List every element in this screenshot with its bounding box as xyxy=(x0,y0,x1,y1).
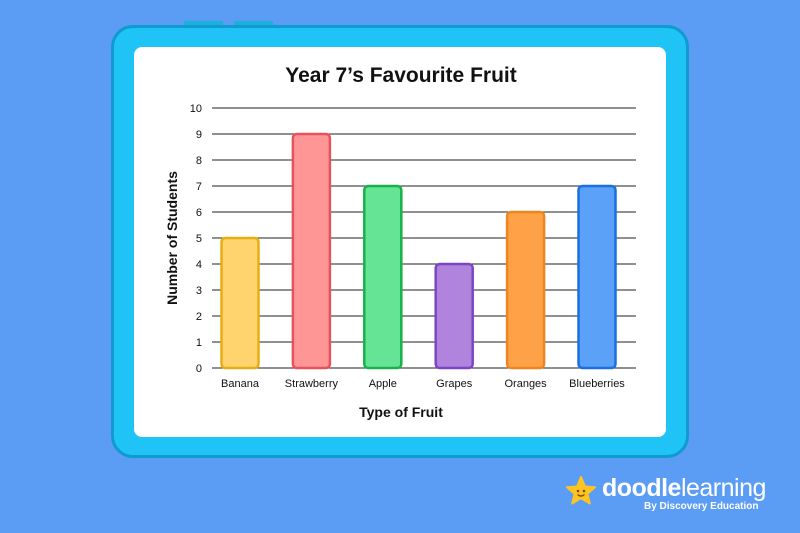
star-face-icon xyxy=(566,476,596,505)
logo-text-light: learning xyxy=(680,474,766,502)
x-tick-label: Blueberries xyxy=(569,378,625,390)
x-axis-label: Type of Fruit xyxy=(359,404,443,420)
x-tick-label: Apple xyxy=(369,378,397,390)
y-axis-label: Number of Students xyxy=(164,171,180,305)
grid-lines xyxy=(212,107,636,369)
x-tick-label: Grapes xyxy=(436,378,473,390)
logo-text-bold: doodle xyxy=(602,474,681,502)
logo-wordmark: doodlelearning xyxy=(602,474,766,503)
doodlelearning-logo: doodlelearning By Discovery Education xyxy=(566,474,776,514)
y-tick-label: 8 xyxy=(196,155,202,167)
logo-subtitle: By Discovery Education xyxy=(644,501,759,512)
y-tick-label: 6 xyxy=(196,207,202,219)
bars xyxy=(220,132,617,370)
y-tick-label: 2 xyxy=(196,311,202,323)
bar-blueberries xyxy=(577,184,617,370)
y-axis-ticks: 0 1 2 3 4 5 6 7 8 9 10 xyxy=(190,103,202,375)
x-tick-label: Strawberry xyxy=(285,378,339,390)
x-axis-ticks: Banana Strawberry Apple Grapes Oranges Bluebe… xyxy=(221,378,625,390)
bar-oranges xyxy=(505,210,546,370)
y-tick-label: 0 xyxy=(196,363,202,375)
x-tick-label: Banana xyxy=(221,378,260,390)
x-tick-label: Oranges xyxy=(504,378,547,390)
y-tick-label: 7 xyxy=(196,181,202,193)
bar-banana xyxy=(220,236,260,370)
y-tick-label: 1 xyxy=(196,337,202,349)
y-tick-label: 3 xyxy=(196,285,202,297)
bar-grapes xyxy=(434,262,474,370)
y-tick-label: 10 xyxy=(190,103,202,115)
board-tab-right xyxy=(234,21,273,27)
bar-apple xyxy=(363,184,403,370)
y-tick-label: 4 xyxy=(196,259,202,271)
y-tick-label: 9 xyxy=(196,129,202,141)
bar-strawberry xyxy=(291,132,332,370)
y-tick-label: 5 xyxy=(196,233,202,245)
board-tab-left xyxy=(184,21,223,27)
chart-title: Year 7’s Favourite Fruit xyxy=(285,64,516,87)
